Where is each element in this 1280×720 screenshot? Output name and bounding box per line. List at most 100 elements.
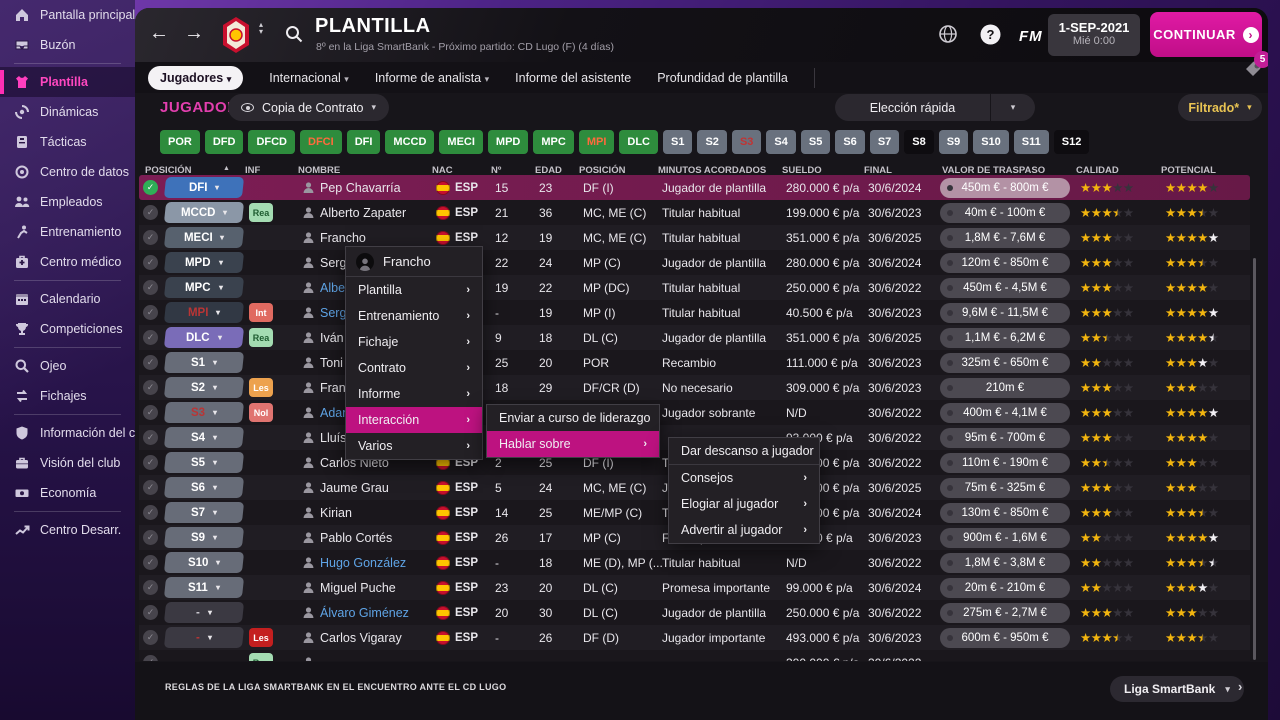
filter-chip-s4[interactable]: S4 — [766, 130, 796, 154]
position-badge[interactable]: S6 ▾ — [163, 477, 245, 498]
league-selector-dropdown[interactable]: Liga SmartBank ▾ — [1110, 676, 1244, 702]
position-badge[interactable]: MCCD ▾ — [163, 202, 245, 223]
row-checkbox[interactable]: ✓ — [143, 300, 163, 325]
team-switcher-chevrons[interactable]: ▴ ▾ — [259, 20, 264, 36]
player-row[interactable]: ✓ Rea 300.000 € p/a30/6/2022 — [139, 650, 1250, 661]
menu-item-consejos[interactable]: Consejos › — [681, 471, 807, 485]
notification-area[interactable]: 5 — [1243, 51, 1268, 81]
position-badge[interactable]: DLC ▾ — [163, 327, 245, 348]
filter-chip-mccd[interactable]: MCCD — [385, 130, 435, 154]
position-badge[interactable]: S11 ▾ — [163, 577, 245, 598]
sidebar-item-dynamics[interactable]: Dinámicas — [0, 97, 135, 127]
menu-item-informe[interactable]: Informe › — [358, 387, 470, 401]
player-row[interactable]: ✓ - ▾ Les Carlos Vigaray ESP - 26 DF (D) Jugador … — [139, 625, 1250, 650]
player-row[interactable]: ✓ S10 ▾ Hugo González ESP - 18 ME (D), MP (... T… — [139, 550, 1250, 575]
row-checkbox[interactable]: ✓ — [143, 375, 163, 400]
column-header[interactable]: VALOR DE TRASPASO — [942, 165, 1046, 176]
sidebar-item-tactics[interactable]: Tácticas — [0, 127, 135, 157]
search-icon[interactable] — [285, 25, 303, 48]
sidebar-item-training[interactable]: Entrenamiento — [0, 217, 135, 247]
tab-informe-de-analista[interactable]: Informe de analista ▾ — [374, 70, 490, 85]
filter-dropdown[interactable]: Filtrado* ▾ — [1178, 94, 1262, 121]
sidebar-item-calendar[interactable]: Calendario — [0, 284, 135, 314]
menu-item-elogiar-al-jugador[interactable]: Elogiar al jugador › — [681, 497, 807, 511]
filter-chip-s1[interactable]: S1 — [663, 130, 693, 154]
player-row[interactable]: ✓S1▾ToniESP2520PORRecambio111.000 € p/a3… — [139, 350, 1250, 375]
position-badge[interactable]: S4 ▾ — [163, 427, 245, 448]
position-badge[interactable]: S3 ▾ — [163, 402, 245, 423]
table-scrollbar[interactable] — [1253, 258, 1256, 660]
filter-chip-dfcd[interactable]: DFCD — [248, 130, 296, 154]
sidebar-item-scout[interactable]: Ojeo — [0, 351, 135, 381]
sidebar-item-money[interactable]: Economía — [0, 478, 135, 508]
player-row[interactable]: ✓MPC▾AlberESP1922MP (DC)Titular habitual… — [139, 275, 1250, 300]
filter-chip-por[interactable]: POR — [160, 130, 200, 154]
sidebar-item-datahub[interactable]: Centro de datos — [0, 157, 135, 187]
filter-chip-s2[interactable]: S2 — [697, 130, 727, 154]
position-badge[interactable]: S5 ▾ — [163, 452, 245, 473]
sidebar-item-shield[interactable]: Información del cl... — [0, 418, 148, 448]
position-badge[interactable]: MPI ▾ — [163, 302, 245, 323]
quick-pick-dropdown[interactable]: Elección rápida ▾ — [835, 94, 1035, 121]
row-checkbox[interactable]: ✓ — [143, 275, 163, 300]
tab-profundidad-de-plantilla[interactable]: Profundidad de plantilla — [657, 70, 788, 85]
column-header[interactable]: CALIDAD — [1076, 165, 1119, 176]
menu-item-enviar-a-curso-de-liderazgo[interactable]: Enviar a curso de liderazgo — [499, 411, 651, 425]
row-checkbox[interactable]: ✓ — [143, 425, 163, 450]
filter-chip-s3[interactable]: S3 — [731, 130, 762, 154]
player-row[interactable]: ✓ - ▾ Álvaro Giménez ESP 20 30 DL (C) Jugador de… — [139, 600, 1250, 625]
position-badge[interactable]: DFI ▾ — [163, 177, 245, 198]
player-name[interactable]: Hugo González — [320, 555, 407, 570]
row-checkbox[interactable]: ✓ — [143, 175, 163, 200]
position-badge[interactable]: S10 ▾ — [163, 552, 245, 573]
column-header[interactable]: POTENCIAL — [1161, 165, 1216, 176]
player-name[interactable]: Lluís — [320, 430, 347, 445]
position-badge[interactable]: S1 ▾ — [163, 352, 245, 373]
column-header[interactable]: POSICIÓN — [579, 165, 626, 176]
row-checkbox[interactable]: ✓ — [143, 625, 163, 650]
row-checkbox[interactable]: ✓ — [143, 500, 163, 525]
player-row[interactable]: ✓ DFI ▾ Pep Chavarría ESP 15 23 DF (I) Jugador d… — [139, 175, 1250, 200]
column-header[interactable]: Nº — [491, 165, 502, 176]
filter-chip-s9[interactable]: S9 — [938, 130, 969, 154]
row-checkbox[interactable]: ✓ — [143, 250, 163, 275]
filter-chip-meci[interactable]: MECI — [439, 130, 483, 154]
position-badge[interactable]: MPD ▾ — [163, 252, 245, 273]
filter-chip-dfd[interactable]: DFD — [204, 130, 244, 154]
menu-item-dar-descanso-a-jugador[interactable]: Dar descanso a jugador — [681, 444, 814, 458]
position-badge[interactable]: - ▾ — [163, 627, 245, 648]
player-row[interactable]: ✓S2▾LesFranESP1829DF/CR (D)No necesario3… — [139, 375, 1250, 400]
row-checkbox[interactable]: ✓ — [143, 225, 163, 250]
filter-chip-mpi[interactable]: MPI — [578, 130, 615, 154]
row-checkbox[interactable]: ✓ — [143, 200, 163, 225]
player-name[interactable]: Miguel Puche — [320, 580, 396, 595]
sidebar-item-medical[interactable]: Centro médico — [0, 247, 135, 277]
column-header[interactable]: POSICIÓN — [145, 165, 192, 176]
player-name[interactable]: Pablo Cortés — [320, 530, 393, 545]
position-badge[interactable]: MECI ▾ — [163, 227, 245, 248]
filter-chip-s11[interactable]: S11 — [1013, 130, 1049, 154]
view-selector-dropdown[interactable]: Copia de Contrato ▾ — [228, 94, 389, 121]
row-checkbox[interactable]: ✓ — [143, 350, 163, 375]
globe-icon[interactable] — [938, 24, 958, 49]
tab-internacional[interactable]: Internacional ▾ — [269, 70, 349, 85]
row-checkbox[interactable]: ✓ — [143, 325, 163, 350]
player-row[interactable]: ✓S3▾NolAdanESPJugador sobranteN/D30/6/20… — [139, 400, 1250, 425]
player-name[interactable]: Pep Chavarría — [320, 180, 401, 195]
menu-item-plantilla[interactable]: Plantilla › — [358, 283, 470, 297]
player-row[interactable]: ✓ S11 ▾ Miguel Puche ESP 23 20 DL (C) Promesa im… — [139, 575, 1250, 600]
menu-item-fichaje[interactable]: Fichaje › — [358, 335, 470, 349]
sidebar-item-home[interactable]: Pantalla principal — [0, 0, 135, 30]
column-header[interactable]: EDAD — [535, 165, 562, 176]
row-checkbox[interactable]: ✓ — [143, 550, 163, 575]
menu-item-interacci-n[interactable]: Interacción › — [346, 407, 482, 433]
help-icon[interactable]: ? — [980, 24, 1001, 50]
sidebar-item-growth[interactable]: Centro Desarr. — [0, 515, 135, 545]
menu-item-advertir-al-jugador[interactable]: Advertir al jugador › — [681, 523, 807, 537]
sidebar-item-briefcase[interactable]: Visión del club — [0, 448, 135, 478]
player-name[interactable]: Adan — [320, 405, 350, 420]
player-name[interactable]: Alberto Zapater — [320, 205, 407, 220]
filter-chip-mpc[interactable]: MPC — [533, 130, 574, 154]
filter-chip-s12[interactable]: S12 — [1053, 130, 1090, 154]
